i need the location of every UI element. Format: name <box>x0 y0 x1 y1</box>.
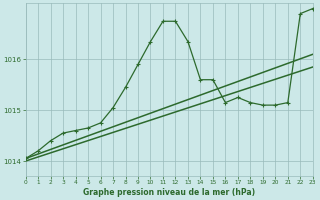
X-axis label: Graphe pression niveau de la mer (hPa): Graphe pression niveau de la mer (hPa) <box>83 188 255 197</box>
